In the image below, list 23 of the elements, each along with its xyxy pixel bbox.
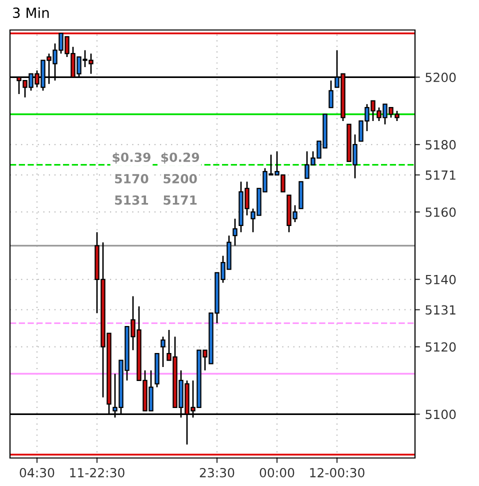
y-tick-label: 5100 (426, 410, 456, 420)
annotation: 5131 (115, 195, 148, 205)
annotation: 5171 (164, 196, 197, 205)
annotation: 5200 (164, 174, 197, 184)
y-tick-label: 5131 (426, 305, 456, 315)
annotation: 5170 (115, 174, 148, 184)
x-tick-label: 04:30 (20, 468, 54, 478)
y-tick-label: 5180 (426, 140, 456, 150)
y-tick-label: 5160 (426, 207, 456, 217)
chart-title: 3 Min (13, 7, 49, 18)
candlestick (160, 336, 166, 368)
y-tick-label: 5171 (426, 170, 456, 180)
y-tick-label: 5120 (426, 342, 456, 352)
x-tick-label: 12-00:30 (310, 468, 364, 478)
annotation: $0.29 (161, 152, 200, 164)
annotation: $0.39 (112, 152, 150, 164)
y-tick-label: 5140 (426, 274, 456, 284)
y-tick-label: 5200 (426, 72, 456, 82)
x-tick-label: 11-22:30 (70, 468, 124, 478)
x-tick-label: 00:00 (260, 468, 294, 478)
candlestick (232, 218, 238, 246)
candlestick (328, 80, 334, 108)
x-tick-label: 23:30 (200, 468, 234, 478)
